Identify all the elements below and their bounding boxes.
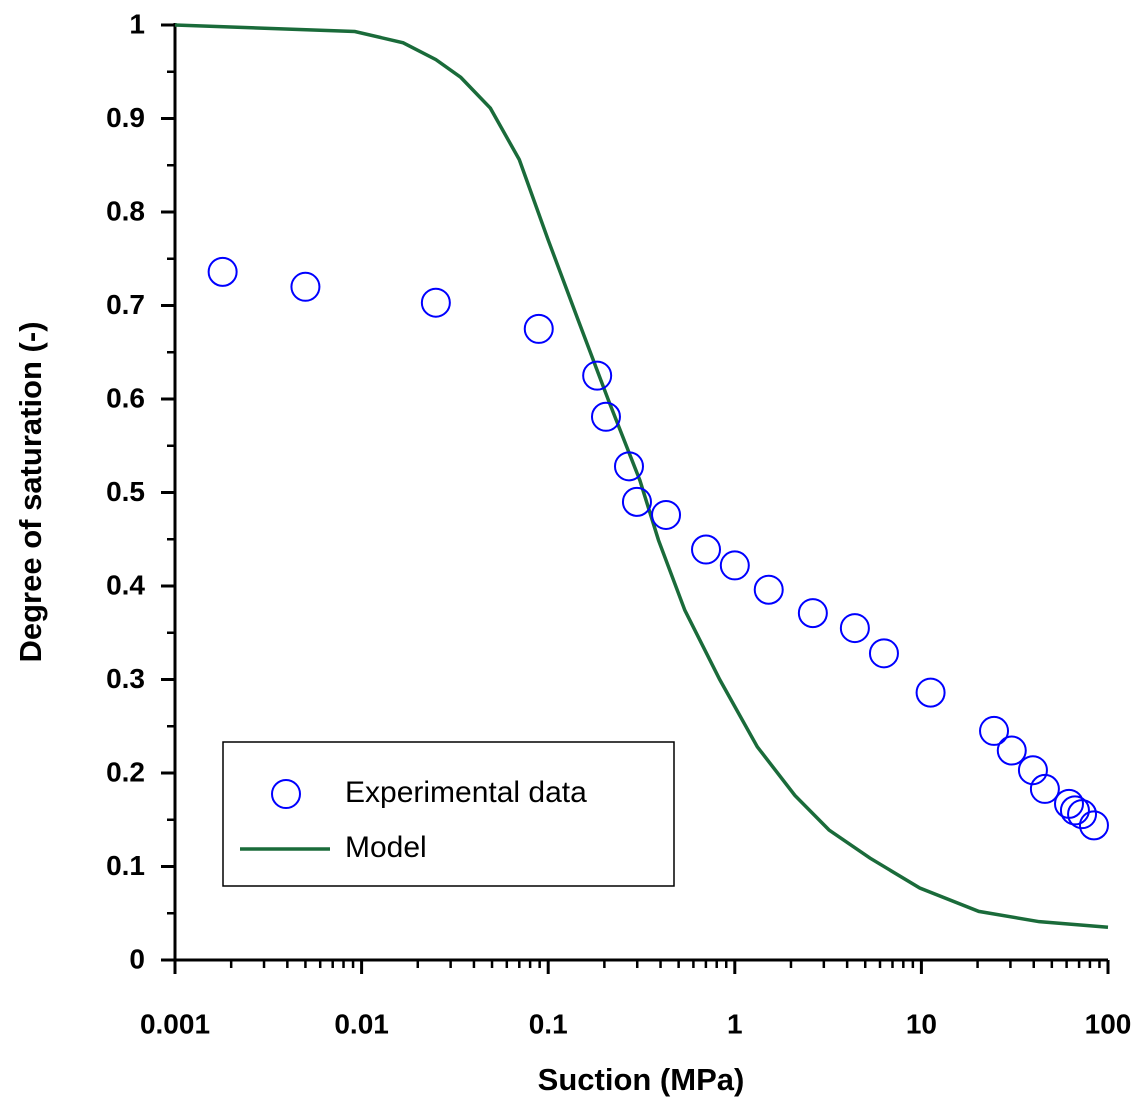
data-point <box>797 598 828 629</box>
data-point <box>523 313 554 344</box>
data-point <box>996 735 1027 766</box>
data-point <box>582 360 613 391</box>
data-point <box>1067 799 1098 830</box>
data-point <box>1059 795 1090 826</box>
data-point <box>290 271 321 302</box>
y-tick-label: 0.1 <box>106 850 145 881</box>
y-tick-label: 0.6 <box>106 382 145 413</box>
legend-marker <box>271 779 301 809</box>
legend-label: Experimental data <box>345 776 587 809</box>
data-point <box>613 451 644 482</box>
y-axis-title: Degree of saturation (-) <box>13 321 48 662</box>
y-tick-label: 0.5 <box>106 476 145 507</box>
data-point <box>420 287 451 318</box>
data-point <box>868 638 899 669</box>
data-point <box>621 486 652 517</box>
data-point <box>590 401 621 432</box>
data-point <box>719 550 750 581</box>
y-tick-label: 0.3 <box>106 663 145 694</box>
y-tick-label: 1 <box>129 8 145 39</box>
data-point <box>207 256 238 287</box>
y-tick-label: 0.2 <box>106 756 145 787</box>
y-tick-label: 0.4 <box>106 569 145 600</box>
y-tick-label: 0.9 <box>106 102 145 133</box>
legend-label: Model <box>345 831 427 864</box>
x-tick-label: 0.001 <box>140 1008 210 1039</box>
y-tick-label: 0 <box>129 943 145 974</box>
data-point <box>651 499 682 530</box>
y-tick-label: 0.8 <box>106 195 145 226</box>
y-tick-label: 0.7 <box>106 289 145 320</box>
x-tick-label: 0.01 <box>334 1008 389 1039</box>
data-point <box>1078 810 1109 841</box>
data-point <box>1029 773 1060 804</box>
data-point <box>691 534 722 565</box>
x-axis-title: Suction (MPa) <box>538 1062 745 1097</box>
data-point <box>753 574 784 605</box>
data-point <box>915 677 946 708</box>
x-tick-label: 100 <box>1085 1008 1132 1039</box>
data-point <box>839 613 870 644</box>
data-point <box>1017 755 1048 786</box>
data-point <box>979 715 1010 746</box>
legend: Experimental data Model <box>222 741 675 887</box>
x-tick-label: 1 <box>727 1008 743 1039</box>
x-tick-label: 10 <box>906 1008 937 1039</box>
legend-box <box>222 741 675 887</box>
x-tick-label: 0.1 <box>529 1008 568 1039</box>
